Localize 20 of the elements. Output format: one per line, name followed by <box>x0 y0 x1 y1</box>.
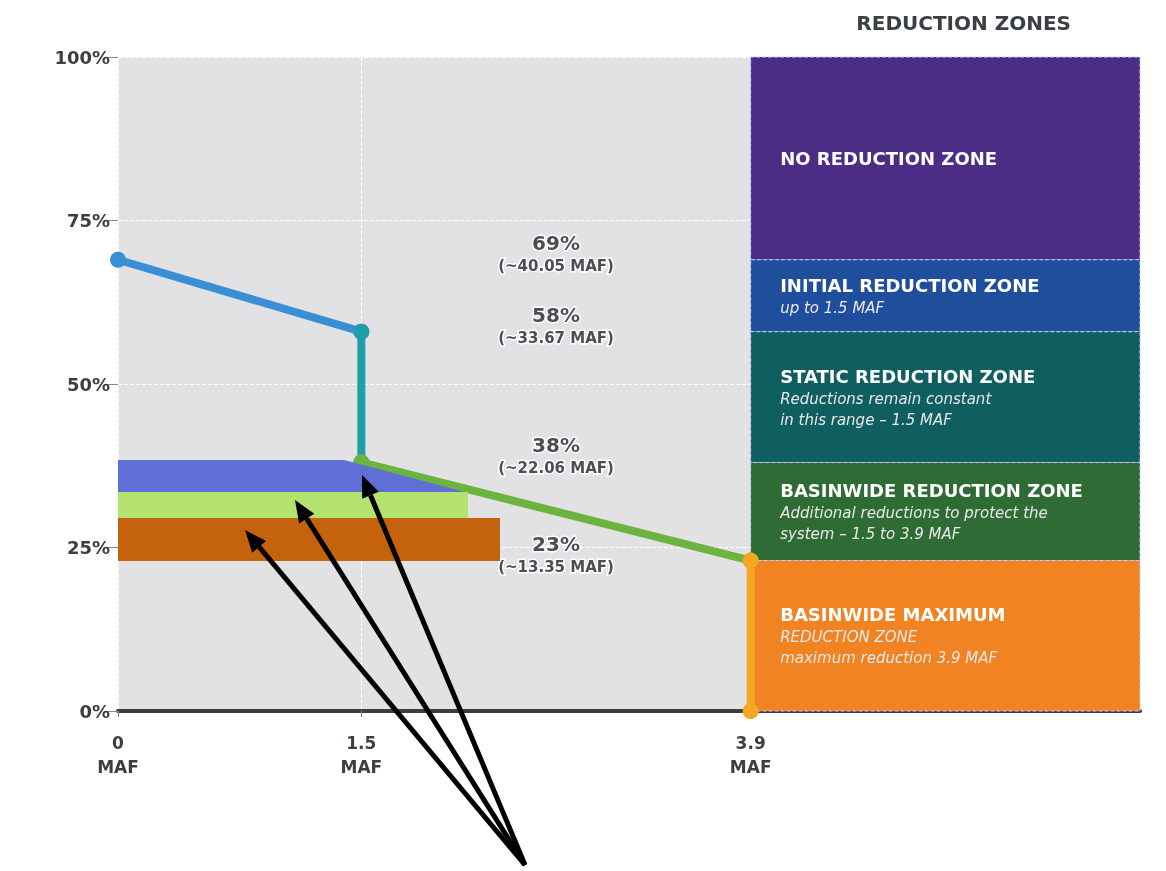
x-tick-label: 0 MAF <box>97 733 139 777</box>
band-label: BASINWIDE REDUCTION ZONE Additional reductions to protect the system – 1.5 to 3.9 MAF <box>779 480 1083 544</box>
annotation: 38% (~22.06 MAF) <box>498 433 614 478</box>
y-tick-label: 100% <box>54 46 110 68</box>
annotation: 69% (~40.05 MAF) <box>498 230 614 275</box>
band-label: BASINWIDE MAXIMUM REDUCTION ZONE maximum reduction 3.9 MAF <box>780 604 1006 668</box>
x-tick-label: 3.9 MAF <box>729 733 772 777</box>
x-tick-label: 1.5 MAF <box>340 733 383 777</box>
y-tick-label: 25% <box>66 537 110 558</box>
band-label: INITIAL REDUCTION ZONE up to 1.5 MAF <box>780 274 1040 317</box>
annotation: 23% (~13.35 MAF) <box>498 531 614 576</box>
point <box>742 703 759 719</box>
y-tick-label: 75% <box>66 210 110 231</box>
band-label: NO REDUCTION ZONE <box>780 147 998 169</box>
annotation: 58% (~33.67 MAF) <box>498 302 614 347</box>
band-label: STATIC REDUCTION ZONE Reductions remain constant in this range – 1.5 MAF <box>780 365 1036 429</box>
y-tick-label: 0% <box>79 700 110 722</box>
point <box>110 251 126 268</box>
chart-title: REDUCTION ZONES <box>856 11 1072 35</box>
y-tick-label: 50% <box>66 373 110 395</box>
